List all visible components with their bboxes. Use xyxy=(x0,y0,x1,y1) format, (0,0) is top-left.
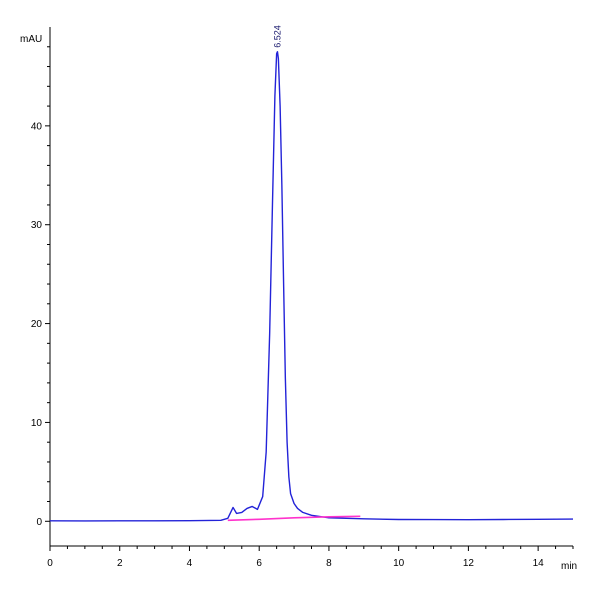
y-tick-label: 30 xyxy=(31,220,43,231)
x-tick-label: 6 xyxy=(256,558,262,569)
y-axis-label: mAU xyxy=(20,34,42,45)
x-tick-label: 14 xyxy=(533,558,545,569)
x-tick-label: 0 xyxy=(47,558,53,569)
y-tick-label: 40 xyxy=(31,121,43,132)
y-tick-label: 10 xyxy=(31,418,43,429)
peak-label: 6.524 xyxy=(272,25,282,48)
y-tick-label: 0 xyxy=(36,517,42,528)
tick-labels: 0 2 4 6 8 10 12 14 0 10 20 30 40 xyxy=(31,121,544,569)
x-tick-label: 4 xyxy=(187,558,193,569)
x-axis-label: min xyxy=(561,561,577,572)
y-tick-label: 20 xyxy=(31,319,43,330)
x-tick-label: 8 xyxy=(326,558,332,569)
x-tick-label: 12 xyxy=(463,558,475,569)
x-tick-label: 2 xyxy=(117,558,123,569)
signal-trace-line xyxy=(49,51,574,522)
baseline-line xyxy=(227,515,361,522)
axes xyxy=(49,27,573,547)
tick-marks xyxy=(45,46,574,551)
series-lines xyxy=(49,51,574,522)
x-tick-label: 10 xyxy=(393,558,405,569)
annotations: 6.524 xyxy=(272,25,282,48)
